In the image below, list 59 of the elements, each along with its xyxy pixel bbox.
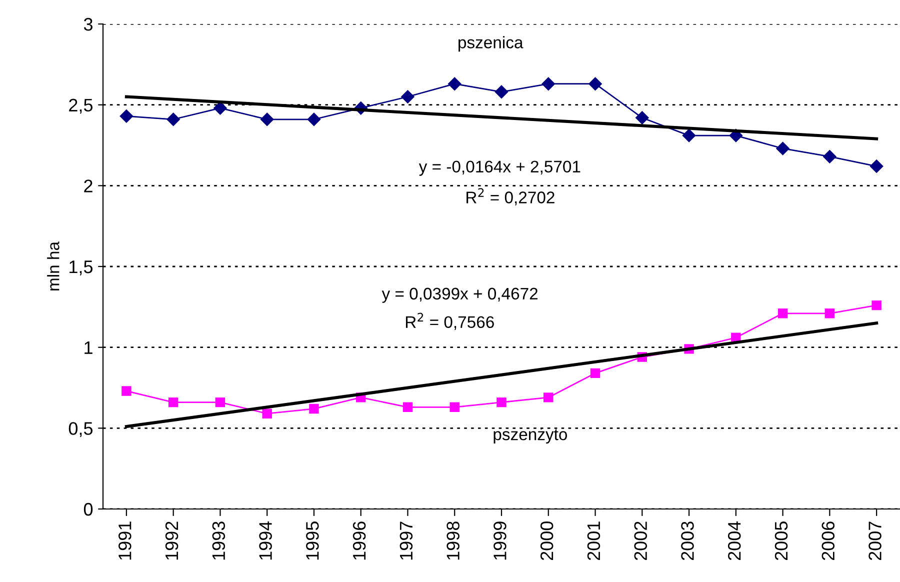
- point: [401, 90, 414, 104]
- annotation: y = -0,0164x + 2,5701: [418, 160, 580, 176]
- point: [872, 300, 882, 310]
- x-tick-label: 2000: [540, 522, 554, 560]
- x-tick-label: 2004: [728, 521, 741, 560]
- annotation: pszenżyto: [494, 428, 568, 444]
- point: [262, 408, 272, 418]
- x-tick-label: 1994: [259, 521, 272, 560]
- point: [309, 404, 319, 414]
- point: [588, 77, 602, 90]
- point: [778, 308, 788, 318]
- x-tick-label: 2001: [587, 522, 600, 560]
- x-tick-label: 1996: [352, 522, 366, 560]
- x-tick-label: 2007: [868, 522, 882, 560]
- annotation: pszenica: [458, 36, 524, 52]
- y-tick-label: 0,5: [68, 422, 93, 438]
- point: [776, 142, 790, 156]
- annotation: y = 0,0399x + 0,4672: [382, 288, 538, 303]
- point: [682, 128, 696, 142]
- y-tick-label: 1: [84, 341, 92, 354]
- point: [166, 112, 180, 126]
- point: [824, 308, 835, 318]
- point: [544, 392, 554, 402]
- point: [214, 101, 227, 115]
- x-tick-label: 1993: [212, 522, 226, 560]
- x-tick-label: 1992: [165, 522, 178, 560]
- x-tick-label: 1991: [118, 522, 132, 560]
- point: [636, 111, 649, 124]
- y-tick-label: 0: [84, 502, 93, 516]
- x-tick-label: 1997: [400, 522, 413, 560]
- x-tick-label: 2005: [774, 522, 788, 560]
- x-tick-label: 1998: [446, 522, 460, 560]
- x-tick-label: 2002: [634, 522, 647, 560]
- x-tick-label: 1999: [494, 522, 506, 560]
- point: [215, 397, 226, 408]
- y-tick-label: 2: [84, 180, 92, 192]
- annotation: R$^{2}$ = 0,7566: [406, 312, 494, 330]
- point: [823, 150, 836, 164]
- point: [122, 386, 132, 396]
- point: [120, 110, 134, 123]
- point: [448, 77, 462, 90]
- y-tick-label: 2,5: [69, 98, 93, 114]
- x-tick-label: 2003: [681, 522, 694, 560]
- point: [590, 368, 600, 378]
- point: [542, 77, 555, 90]
- point: [260, 112, 274, 126]
- point: [307, 112, 321, 126]
- point: [402, 402, 413, 412]
- point: [870, 160, 884, 173]
- y-axis-title: mln ha: [47, 241, 60, 290]
- point: [496, 397, 506, 408]
- y-tick-label: 1,5: [70, 260, 93, 276]
- x-tick-label: 1995: [306, 522, 319, 560]
- point: [450, 402, 460, 412]
- x-tick-label: 2006: [822, 522, 835, 560]
- y-tick-label: 3: [84, 18, 92, 31]
- point: [494, 85, 508, 98]
- annotation: R$^{2}$ = 0,2702: [466, 188, 554, 206]
- point: [168, 397, 178, 408]
